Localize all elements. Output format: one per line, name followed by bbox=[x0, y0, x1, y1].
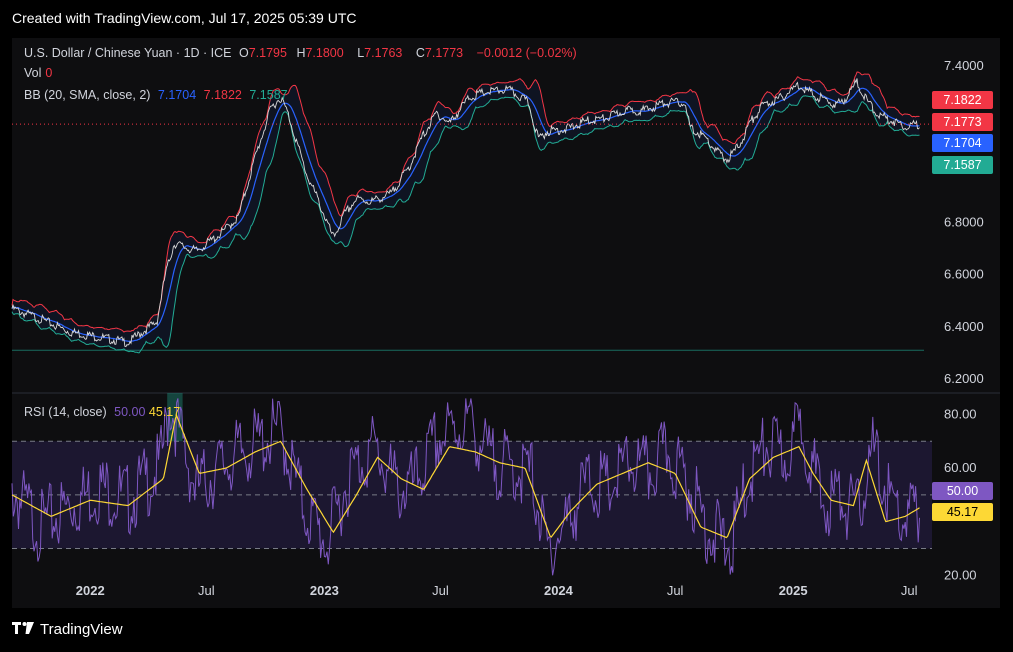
open-value: 7.1795 bbox=[248, 46, 287, 60]
volume-label: Vol bbox=[24, 66, 42, 80]
ohlc-high: H7.1800 bbox=[296, 46, 343, 60]
ohlc-low: L7.1763 bbox=[357, 46, 402, 60]
open-label: O bbox=[238, 46, 249, 60]
tradingview-brand: TradingView bbox=[40, 621, 123, 638]
price-axis-tick-label: 6.6000 bbox=[944, 267, 984, 282]
low-value: 7.1763 bbox=[364, 46, 403, 60]
tradingview-logo[interactable]: TradingView bbox=[12, 621, 123, 638]
ohlc-open: O7.1795 bbox=[239, 46, 287, 60]
price-axis-tick-label: 6.8000 bbox=[944, 215, 984, 230]
price-axis-tick-label: 6.2000 bbox=[944, 371, 984, 386]
volume-legend: Vol 0 bbox=[24, 66, 56, 80]
rsi-ma-tag: 50.00 bbox=[932, 482, 993, 500]
bb-lower-tag: 7.1587 bbox=[932, 156, 993, 174]
bb-legend: BB (20, SMA, close, 2) 7.1704 7.1822 7.1… bbox=[24, 88, 292, 102]
price-legend: U.S. Dollar / Chinese Yuan · 1D · ICE O7… bbox=[24, 46, 581, 60]
tradingview-logo-icon bbox=[12, 621, 34, 638]
bb-lower-value: 7.1587 bbox=[249, 88, 288, 102]
time-axis-tick-label: Jul bbox=[198, 583, 215, 598]
rsi-axis-tick-label: 80.00 bbox=[944, 406, 977, 421]
time-axis-tick-label: 2022 bbox=[76, 583, 105, 598]
close-label: C bbox=[415, 46, 425, 60]
time-axis-tick-label: Jul bbox=[901, 583, 918, 598]
rsi-value: 45.17 bbox=[148, 405, 181, 419]
time-axis-tick-label: Jul bbox=[432, 583, 449, 598]
rsi-legend: RSI (14, close) 50.00 45.17 bbox=[24, 405, 184, 419]
high-value: 7.1800 bbox=[305, 46, 344, 60]
chart-caption: Created with TradingView.com, Jul 17, 20… bbox=[12, 10, 357, 26]
price-axis-tick-label: 6.4000 bbox=[944, 319, 984, 334]
bb-lower-line bbox=[11, 95, 920, 354]
price-line bbox=[11, 78, 920, 348]
bb-basis-tag: 7.1704 bbox=[932, 134, 993, 152]
time-axis-tick-label: 2025 bbox=[779, 583, 808, 598]
rsi-ma-value: 50.00 bbox=[114, 405, 146, 419]
bb-basis-line bbox=[11, 87, 920, 343]
rsi-line bbox=[11, 398, 920, 576]
bb-band-fill bbox=[12, 72, 920, 353]
time-axis-tick-label: 2023 bbox=[310, 583, 339, 598]
high-label: H bbox=[296, 46, 306, 60]
time-axis-tick-label: Jul bbox=[667, 583, 684, 598]
rsi-label: RSI (14, close) bbox=[24, 405, 107, 419]
close-value: 7.1773 bbox=[424, 46, 464, 60]
rsi-axis-tick-label: 20.00 bbox=[944, 567, 977, 582]
rsi-ma-line bbox=[11, 413, 920, 539]
bb-upper-value: 7.1822 bbox=[203, 88, 242, 102]
price-axis-tick-label: 7.4000 bbox=[944, 58, 984, 73]
bb-basis-value: 7.1704 bbox=[157, 88, 197, 102]
volume-value: 0 bbox=[45, 66, 53, 80]
bb-upper-tag: 7.1822 bbox=[932, 91, 993, 109]
close-price-tag: 7.1773 bbox=[932, 113, 993, 131]
price-change: −0.0012 (−0.02%) bbox=[476, 46, 577, 60]
low-label: L bbox=[357, 46, 365, 60]
time-axis-tick-label: 2024 bbox=[544, 583, 574, 598]
ohlc-close: C7.1773 bbox=[416, 46, 463, 60]
bb-label: BB (20, SMA, close, 2) bbox=[24, 88, 151, 102]
rsi-value-tag: 45.17 bbox=[932, 503, 993, 521]
rsi-axis-tick-label: 60.00 bbox=[944, 460, 977, 475]
symbol-title: U.S. Dollar / Chinese Yuan · 1D · ICE bbox=[24, 46, 232, 60]
